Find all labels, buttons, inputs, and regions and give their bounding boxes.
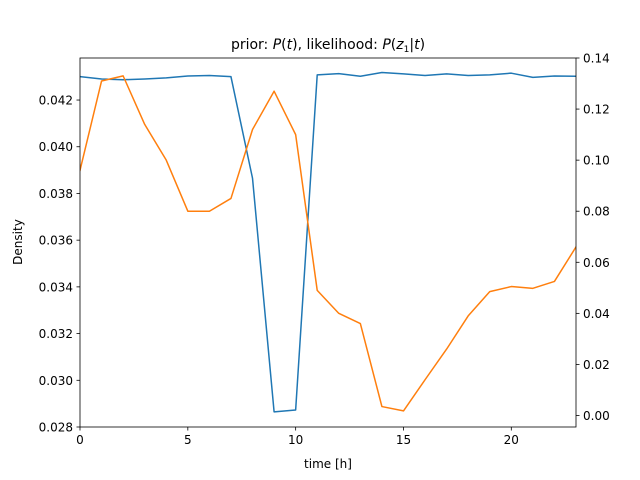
series-line-left-axis [80,71,576,413]
x-tick-label: 10 [288,433,303,447]
x-tick-label: 20 [504,433,519,447]
x-axis: 0 5 10 15 20 [76,427,519,447]
y-tick-left-label: 0.036 [39,234,73,248]
y-tick-left-label: 0.040 [39,140,73,154]
x-tick-label: 5 [184,433,192,447]
y-tick-right-label: 0.02 [583,358,610,372]
x-axis-label: time [h] [304,457,352,471]
x-tick-label: 0 [76,433,84,447]
x-tick-label: 15 [396,433,411,447]
y-tick-right-label: 0.00 [583,409,610,423]
y-tick-right-label: 0.14 [583,52,610,66]
y-tick-left-label: 0.030 [39,374,73,388]
series-layer [80,71,576,413]
y-axis-left: 0.028 0.030 0.032 0.034 0.036 0.038 0.040 0.042 [39,94,80,435]
y-tick-right-label: 0.06 [583,256,610,270]
series-line-right-axis [80,75,576,412]
y-tick-right-label: 0.10 [583,154,610,168]
y-axis-right: 0.00 0.02 0.04 0.06 0.08 0.10 0.12 0.14 [576,52,610,423]
y-tick-right-label: 0.12 [583,103,610,117]
y-tick-left-label: 0.038 [39,187,73,201]
y-tick-right-label: 0.08 [583,205,610,219]
y-tick-right-label: 0.04 [583,307,610,321]
chart-title: prior: P(t), likelihood: P(z1|t) [231,37,425,55]
y-tick-left-label: 0.042 [39,94,73,108]
y-axis-label-left: Density [11,219,25,265]
plot-frame [79,57,577,428]
y-tick-left-label: 0.034 [39,280,73,294]
y-tick-left-label: 0.028 [39,421,73,435]
y-tick-left-label: 0.032 [39,327,73,341]
